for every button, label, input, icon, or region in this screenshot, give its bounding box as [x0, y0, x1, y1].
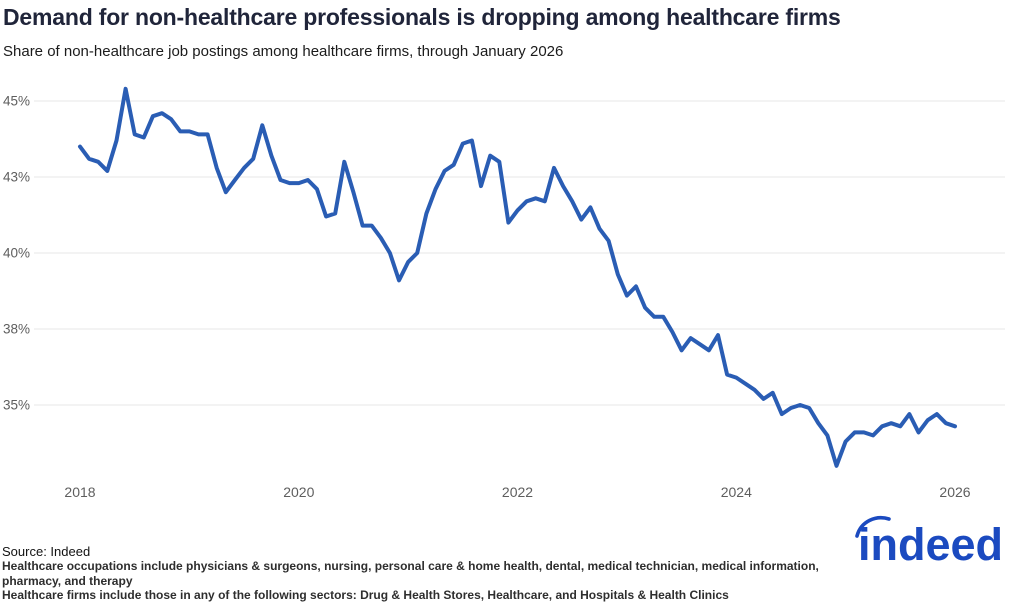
x-axis-tick-label: 2024: [721, 484, 752, 500]
x-axis-tick-label: 2020: [283, 484, 314, 500]
page-subtitle: Share of non-healthcare job postings amo…: [3, 43, 564, 60]
footnote-firms: Healthcare firms include those in any of…: [2, 588, 729, 602]
y-axis-tick-label: 43%: [3, 170, 30, 185]
source-note: Source: Indeed: [2, 544, 91, 559]
logo-swoosh-icon: [855, 516, 891, 538]
indeed-logo: indeed: [855, 516, 1002, 568]
footnotes: Healthcare occupations include physician…: [2, 559, 834, 603]
x-axis-tick-label: 2022: [502, 484, 533, 500]
y-axis-tick-label: 45%: [3, 94, 30, 109]
y-axis-tick-label: 38%: [3, 322, 30, 337]
data-series-line: [78, 86, 957, 468]
y-axis-tick-label: 40%: [3, 246, 30, 261]
x-axis-tick-label: 2026: [939, 484, 970, 500]
footnote-occupations: Healthcare occupations include physician…: [2, 559, 819, 588]
x-axis-tick-label: 2018: [64, 484, 95, 500]
page-title: Demand for non-healthcare professionals …: [3, 4, 841, 30]
line-chart: 45% 43% 40% 38% 35% 2018 2020 2022 2024 2026: [3, 86, 1005, 500]
y-axis-tick-label: 35%: [3, 398, 30, 413]
logo-wordmark: indeed: [858, 519, 1002, 568]
